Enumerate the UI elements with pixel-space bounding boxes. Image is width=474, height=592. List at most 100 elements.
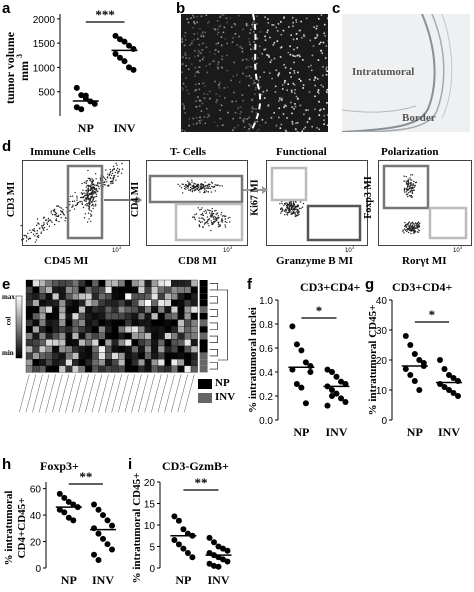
b-cell-dot <box>222 31 225 34</box>
b-cell-dot <box>276 30 279 32</box>
a-ylabel: tumor volume mm 3 <box>3 31 31 104</box>
b-cell-dot <box>273 57 276 60</box>
heatmap-group-annotation <box>199 306 208 313</box>
flow2-event <box>193 189 196 191</box>
b-cell-dot <box>215 43 218 45</box>
flow4-event <box>407 180 410 182</box>
b-cell-dot <box>315 27 318 30</box>
f-ytick-label: 0.4 <box>259 368 273 379</box>
b-cell-dot <box>283 106 285 108</box>
b-cell-dot <box>181 40 184 43</box>
flow1-event <box>91 184 94 186</box>
flow1-event <box>87 169 89 172</box>
b-cell-dot <box>283 81 286 84</box>
h-data-point <box>104 517 111 524</box>
b-cell-dot <box>182 103 184 105</box>
flow1-event <box>121 162 123 165</box>
flow2-event <box>199 185 201 187</box>
flow2-event <box>220 211 223 214</box>
heatmap-column-label <box>177 374 188 413</box>
b-cell-dot <box>323 114 326 117</box>
flow4-event <box>413 229 415 231</box>
flow1-event <box>104 184 106 186</box>
a-data-point <box>78 92 85 99</box>
flow1-event <box>88 203 91 206</box>
f-data-point <box>302 400 309 407</box>
flow2-event <box>212 216 214 219</box>
b-cell-dot <box>315 36 318 39</box>
flow-xlabel-2: CD8 MI <box>178 255 217 267</box>
flow1-event <box>87 205 90 207</box>
flow1-event <box>92 183 95 185</box>
flow3-event <box>291 207 294 209</box>
b-cell-dot <box>197 49 199 52</box>
b-cell-dot <box>247 59 249 62</box>
b-cell-dot <box>187 68 190 71</box>
b-cell-dot <box>230 26 233 28</box>
b-cell-dot <box>206 93 209 96</box>
g-data-point <box>455 393 461 399</box>
b-cell-dot <box>323 32 325 35</box>
flow3-event <box>295 215 298 217</box>
flow2-event <box>191 179 193 182</box>
flow1-event <box>106 185 109 187</box>
flow2-event <box>217 215 219 217</box>
a-data-point <box>121 38 128 45</box>
flow2-gate-cd8 <box>174 202 244 242</box>
b-cell-dot <box>317 91 319 93</box>
flow2-event <box>191 185 193 188</box>
flow4-event <box>413 180 415 183</box>
flow4-event <box>413 231 415 234</box>
heatmap-group-annotation <box>199 339 208 346</box>
b-cell-dot <box>200 35 203 37</box>
b-cell-dot <box>223 26 226 29</box>
b-cell-dot <box>249 66 252 68</box>
heatmap-dendrogram <box>209 362 218 370</box>
b-cell-dot <box>272 24 275 26</box>
flow4-event <box>412 189 415 191</box>
b-cell-dot <box>263 97 266 99</box>
b-cell-dot <box>198 50 201 53</box>
b-cell-dot <box>241 47 243 50</box>
flow3-event <box>280 207 283 209</box>
h-title: Foxp3+ <box>40 459 79 473</box>
flow1-event <box>50 212 52 214</box>
flow1-event <box>94 203 97 206</box>
flow2-arrowhead <box>262 186 268 194</box>
b-cell-dot <box>248 84 250 87</box>
b-cell-dot <box>273 41 276 44</box>
flow2-event <box>223 214 225 217</box>
b-cell-dot <box>252 31 255 33</box>
flow2-event <box>182 183 184 186</box>
heatmap-column-label <box>25 374 37 413</box>
flow1-event <box>116 167 119 170</box>
b-cell-dot <box>220 66 223 69</box>
b-cell-dot <box>295 128 297 131</box>
flow1-event <box>25 240 28 242</box>
b-cell-dot <box>205 46 208 49</box>
flow4-event <box>410 179 413 181</box>
b-cell-dot <box>298 54 300 56</box>
flow-plot-1 <box>22 160 130 246</box>
flow1-event <box>50 210 52 212</box>
b-cell-dot <box>288 26 290 28</box>
b-cell-dot <box>247 24 249 27</box>
flow2-event <box>212 186 214 188</box>
a-data-point <box>126 42 132 49</box>
b-cell-dot <box>253 20 256 22</box>
b-cell-dot <box>192 117 195 120</box>
a-data-point <box>78 106 85 113</box>
b-cell-dot <box>221 55 224 58</box>
g-xtick-label: NP <box>407 425 423 439</box>
flow2-event <box>217 226 220 228</box>
b-cell-dot <box>271 24 273 26</box>
panel-label-h: h <box>2 456 12 473</box>
flow3-event <box>285 211 287 213</box>
flow3-event <box>284 210 286 212</box>
h-ytick-label: 60 <box>30 485 42 496</box>
h-ytick-label: 40 <box>30 511 42 522</box>
b-cell-dot <box>323 119 325 122</box>
heatmap-column-label <box>91 374 103 413</box>
b-cell-dot <box>200 15 203 18</box>
